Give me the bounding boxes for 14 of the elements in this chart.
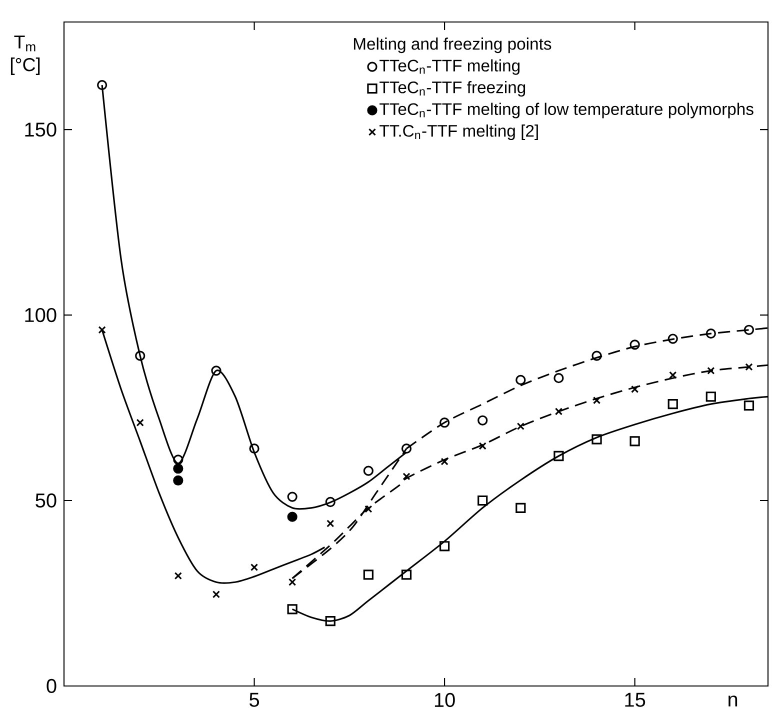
legend-label: TT.C$_{n}$-TTF melting [2] (380, 124, 538, 140)
legend-title: Melting and freezing points (354, 38, 552, 54)
y-axis-title: T$_{m}$ [°C] (10, 36, 40, 75)
legend-label: TTeC$_{n}$-TTF melting (380, 59, 520, 75)
legend-label: TTeC$_{n}$-TTF freezing (380, 81, 526, 97)
y-tick-label: 50 (36, 493, 56, 508)
y-tick-label: 0 (46, 678, 56, 694)
x-tick-label: 15 (625, 692, 646, 707)
x-axis-title: n (728, 696, 738, 706)
y-tick-label: 100 (25, 308, 56, 322)
x-tick-label: 5 (250, 692, 259, 707)
legend-label: TTeC$_{n}$-TTF melting of low temperature polymorphs (380, 102, 754, 118)
x-tick-label: 10 (434, 692, 455, 708)
y-tick-label: 150 (25, 122, 56, 137)
